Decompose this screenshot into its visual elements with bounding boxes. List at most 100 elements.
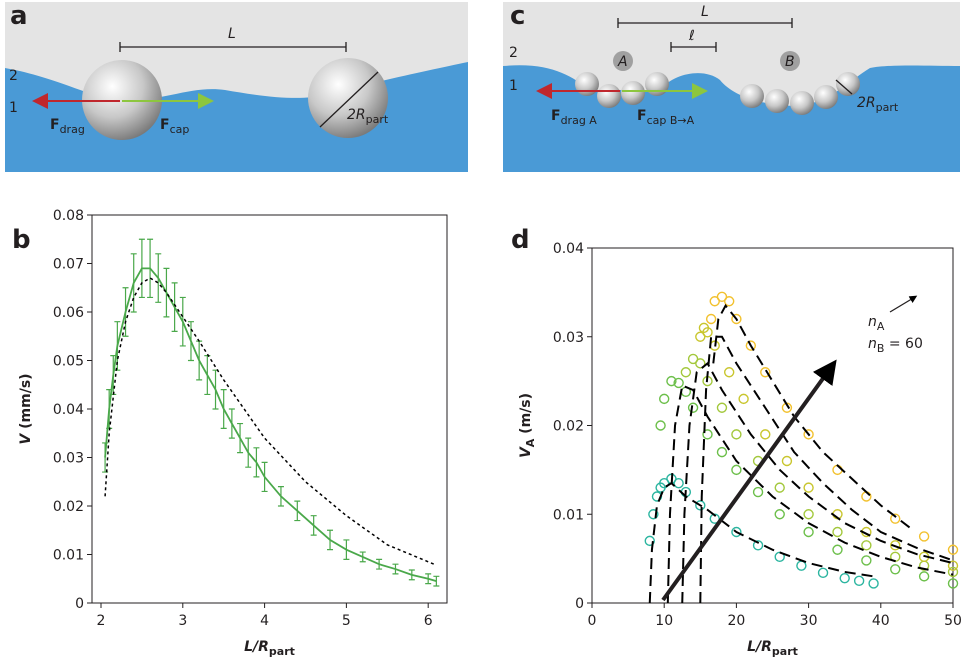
data-point [817,567,829,579]
annotation-sub: B [877,342,885,355]
data-point [723,367,735,378]
data-point [760,367,771,378]
model-line [699,335,954,604]
data-point [803,429,814,440]
x-tick-label: 20 [727,613,745,629]
data-point [731,464,742,476]
data-point [648,509,659,520]
y-axis-label-rest: (mm/s) [18,373,34,433]
y-tick-label: 0.02 [53,499,84,515]
annotation: nB = 60 [868,336,923,355]
data-point [659,477,670,489]
x-tick-label: 5 [342,613,351,629]
particle [740,84,764,108]
data-point [659,393,670,405]
length-label: L [701,4,709,20]
y-axis-label-main: V [518,446,534,458]
length-bar [119,42,347,52]
y-tick-label: 0.07 [53,257,84,273]
data-point [803,526,814,538]
cluster-badge [780,51,800,71]
data-point [731,429,742,440]
particle [814,85,838,109]
model-line [712,303,911,529]
panel-label: b [12,225,31,255]
y-axis-label: V (mm/s) [18,373,34,444]
data-point [839,572,850,584]
force-main: F [50,117,60,133]
particle [308,58,388,138]
data-point [695,500,706,511]
data-point [832,526,843,538]
data-point [723,296,735,307]
data-point [853,575,865,587]
length-bar [617,18,793,28]
y-tick-label: 0.04 [53,402,84,418]
fluid-label: 2 [509,45,518,61]
diameter-label: 2Rpart [347,107,389,126]
data-point [695,358,706,369]
force-sub: cap B→A [647,114,695,127]
force-label: Fcap B→A [637,108,695,127]
y-tick-label: 0.01 [53,548,84,564]
data-point [947,566,959,578]
panel-label: c [510,1,525,31]
y-tick-label: 0.06 [53,305,84,321]
data-point [687,353,699,365]
x-tick-label: 10 [655,613,673,629]
x-tick-label: 2 [97,613,106,629]
diameter-sub: part [366,113,389,126]
y-axis-label-rest: (m/s) [518,393,534,439]
x-axis-label-sub: part [772,645,798,658]
data-point [918,571,930,582]
x-tick-label: 50 [944,613,962,629]
data-point [803,509,814,520]
data-point [716,446,728,458]
data-point [803,482,814,493]
cluster-badge [613,51,633,71]
diameter-main: 2R [347,107,366,123]
particle [790,91,814,115]
data-line [104,267,437,583]
x-axis-label-main: L/R [244,639,269,655]
x-tick-label: 6 [424,613,433,629]
data-point [644,535,655,547]
model-line [666,384,954,604]
diameter-bar [835,79,853,95]
fluid-label: 2 [9,68,18,84]
diagram-a: a L 2 1 Fdrag Fcap 2Rpart [5,1,468,172]
model-line [648,481,874,604]
y-tick-label: 0.01 [553,507,584,523]
data-point [695,331,706,342]
trend-arrow [661,359,837,602]
data-point [673,377,684,389]
annotation: nA [868,314,885,333]
diameter-bar [319,71,379,128]
diameter-label: 2Rpart [857,95,899,114]
x-axis-label-sub: part [269,645,295,658]
data-point [774,482,785,493]
data-point [752,540,764,551]
data-point [702,327,713,338]
data-point [716,291,728,303]
data-point [781,455,793,467]
cluster-label: B [785,54,795,70]
fluid-label: 1 [9,100,18,116]
x-axis-label: L/Rpart [747,639,798,658]
data-point [745,340,757,351]
data-point [666,375,677,387]
data-point [752,486,764,498]
model-line [104,277,437,566]
y-tick-label: 0 [575,596,584,612]
cluster-label: A [617,54,628,70]
gap-bar [670,42,717,52]
data-point [947,544,959,555]
particle [575,72,599,96]
data-point [947,578,959,589]
x-axis-label-main: L/R [747,639,772,655]
force-label: Fcap [160,117,189,136]
diagram-c: c L ℓ A B 2 1 Fdrag A Fcap B→A 2Rpart [503,1,960,172]
x-axis-label: L/Rpart [244,639,295,658]
